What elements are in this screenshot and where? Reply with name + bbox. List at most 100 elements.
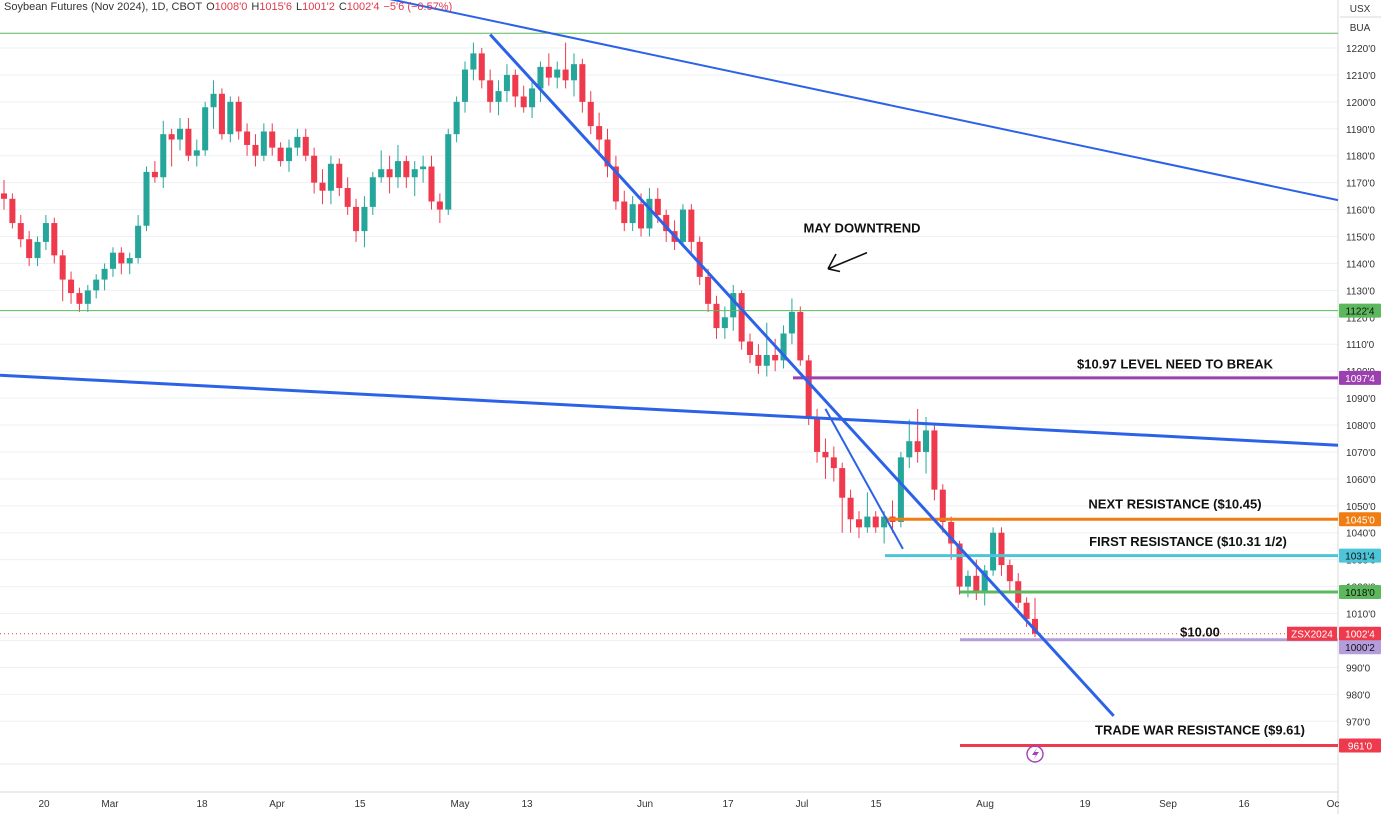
candle-body — [177, 128, 184, 140]
candle-body — [26, 239, 33, 259]
candle-body — [730, 293, 737, 318]
candle-body — [68, 279, 75, 294]
badge-961-bg — [1339, 738, 1381, 753]
candle-body — [570, 64, 578, 81]
x-tick-label: Jun — [637, 799, 653, 810]
candle-body — [646, 198, 653, 229]
candle-body — [160, 134, 167, 178]
unit-label: BUA — [1350, 23, 1371, 34]
candle-body — [780, 333, 787, 361]
ohlc-values: O1008'0 H1015'6 L1001'2 C1002'4 −5'6 (−0.57%… — [206, 1, 453, 13]
candle-body — [679, 209, 686, 242]
y-tick-label: 1070'0 — [1346, 448, 1376, 459]
candle-body — [302, 136, 309, 156]
candle-body — [319, 182, 326, 191]
candle-body — [168, 134, 175, 140]
badge-1018-bg — [1339, 584, 1381, 599]
candle-body — [269, 131, 276, 148]
candle-body — [872, 516, 879, 528]
candle-body — [839, 468, 846, 498]
candle-body — [772, 355, 779, 361]
candle-body — [361, 206, 368, 232]
candle-body — [436, 201, 443, 210]
y-tick-label: 1170'0 — [1346, 179, 1375, 190]
high-value: 1015'6 — [259, 1, 293, 13]
candle-body — [688, 209, 695, 242]
candle-body — [461, 69, 469, 102]
y-tick-label: 1180'0 — [1346, 152, 1375, 163]
candle-body — [939, 489, 946, 522]
candle-body — [34, 241, 41, 259]
candle-body — [981, 570, 988, 592]
candle-body — [596, 126, 603, 140]
candle-body — [344, 188, 351, 207]
symbol-badge-bg — [1287, 626, 1337, 641]
candle-body — [76, 293, 83, 304]
candle-body — [118, 252, 125, 264]
trendline-may-downtrend[interactable] — [489, 33, 1115, 717]
candle-body — [17, 223, 24, 240]
candle-body — [638, 204, 645, 229]
x-tick-label: 20 — [38, 799, 50, 810]
candle-body — [285, 147, 293, 162]
candle-body — [906, 441, 913, 458]
candle-body — [855, 519, 862, 528]
candle-body — [59, 255, 66, 280]
candle-body — [218, 93, 225, 135]
candle-body — [9, 198, 16, 224]
badge-1000: 1000'2 — [1345, 643, 1375, 654]
candle-body — [948, 521, 955, 544]
badge-last-price: 1002'4 — [1345, 630, 1375, 641]
x-tick-label: 15 — [870, 799, 882, 810]
candle-body — [964, 575, 971, 587]
x-tick-label: 16 — [1238, 799, 1250, 810]
candle-body — [151, 171, 158, 178]
symbol-title[interactable]: Soybean Futures (Nov 2024), 1D, CBOT — [4, 1, 203, 13]
badge-1045: 1045'0 — [1345, 515, 1375, 526]
candle-body — [101, 268, 108, 280]
trendline-long-support[interactable] — [0, 373, 1339, 447]
candle-body — [663, 214, 670, 232]
candle-body — [470, 53, 477, 70]
candle-body — [135, 225, 142, 259]
candle-body — [277, 147, 284, 162]
y-tick-label: 1160'0 — [1346, 206, 1375, 217]
badge-1031-bg — [1339, 548, 1381, 563]
candle-body — [495, 91, 502, 102]
candle-body — [696, 241, 703, 277]
y-tick-label: 1040'0 — [1346, 529, 1376, 540]
candle-body — [621, 201, 628, 224]
candle-body — [0, 193, 8, 199]
y-tick-label: 1060'0 — [1346, 475, 1376, 486]
candle-body — [478, 53, 485, 81]
candle-body — [847, 497, 854, 520]
trendline-upper[interactable] — [0, 0, 1339, 202]
candle-body — [897, 457, 904, 522]
candle-body — [738, 293, 745, 342]
trendline-short[interactable] — [824, 408, 904, 550]
lightning-bolt-icon — [1032, 748, 1039, 760]
ohlc-legend: Soybean Futures (Nov 2024), 1D, CBOT O100… — [4, 1, 460, 13]
candle-body — [369, 177, 376, 207]
badge-1122-bg — [1339, 303, 1381, 318]
candle-body — [805, 360, 812, 417]
candle-body — [990, 532, 997, 571]
y-tick-label: 1120'0 — [1346, 313, 1375, 324]
level-label: $10.00 — [1180, 624, 1220, 639]
x-tick-label: Aug — [976, 799, 994, 810]
candle-body — [210, 93, 217, 108]
candle-body — [763, 355, 770, 366]
level-label: FIRST RESISTANCE ($10.31 1/2) — [1089, 534, 1287, 549]
candle-body — [914, 441, 921, 452]
badge-1122: 1122'4 — [1346, 307, 1375, 318]
x-tick-label: Apr — [269, 799, 285, 810]
y-tick-label: 970'0 — [1346, 717, 1371, 728]
candle-body — [403, 161, 410, 178]
y-tick-label: 1200'0 — [1346, 98, 1376, 109]
y-tick-label: 1190'0 — [1346, 125, 1375, 136]
lightning-icon[interactable] — [1026, 745, 1044, 763]
y-tick-label: 980'0 — [1346, 690, 1371, 701]
candle-body — [822, 451, 829, 458]
candle-body — [830, 457, 837, 469]
